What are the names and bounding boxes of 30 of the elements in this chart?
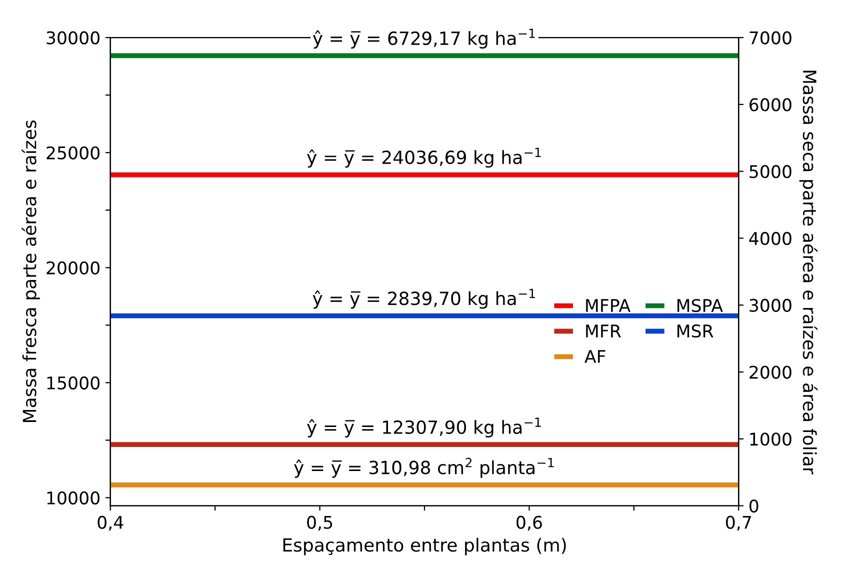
legend-label: MFPA [586, 299, 630, 312]
y-tick-label: 20000 [46, 261, 100, 274]
x-tick-label: 0,6 [516, 516, 542, 531]
y-tick-label: 10000 [47, 491, 100, 505]
x-tick-label: 0,5 [307, 516, 332, 531]
annotation: ŷ = y̅ = 24036,69 kg ha$^{−1}$ [307, 148, 541, 168]
annotation: ŷ = y̅ = 2839,70 kg ha$^{−1}$ [312, 288, 535, 309]
y2-tick-label: 0 [749, 499, 758, 513]
legend-label: MFR [586, 324, 621, 338]
y2-tick-label: 3000 [750, 298, 792, 312]
x-tick-label: 0,7 [726, 516, 751, 531]
y2-tick-label: 7000 [750, 31, 792, 44]
legend-label: AF [584, 350, 606, 363]
legend-label: MSPA [677, 298, 723, 312]
annotation: ŷ = y̅ = 310,98 cm$^{2}$ planta$^{−1}$ [294, 458, 554, 478]
annotation: ŷ = y̅ = 12307,90 kg ha$^{−1}$ [307, 418, 541, 438]
y2-tick-label: 6000 [750, 98, 792, 112]
y2-tick-label: 5000 [750, 165, 792, 178]
y-axis-title: Massa fresca parte aérea e raízes [22, 120, 40, 422]
y-tick-label: 15000 [47, 376, 100, 390]
y-tick-label: 30000 [46, 31, 100, 44]
y-tick-label: 25000 [46, 146, 100, 160]
y2-tick-label: 4000 [749, 232, 792, 246]
y2-tick-label: 1000 [750, 432, 792, 446]
y2-axis-title: Massa seca parte aérea e raízes e área foliar [799, 70, 818, 474]
annotation: ŷ = y̅ = 6729,17 kg ha$^{−1}$ [312, 28, 535, 49]
y2-tick-label: 2000 [750, 366, 792, 379]
x-tick-label: 0,4 [98, 516, 124, 531]
x-axis-title: Espaçamento entre plantas (m) [283, 538, 566, 556]
legend-label: MSR [677, 324, 714, 338]
